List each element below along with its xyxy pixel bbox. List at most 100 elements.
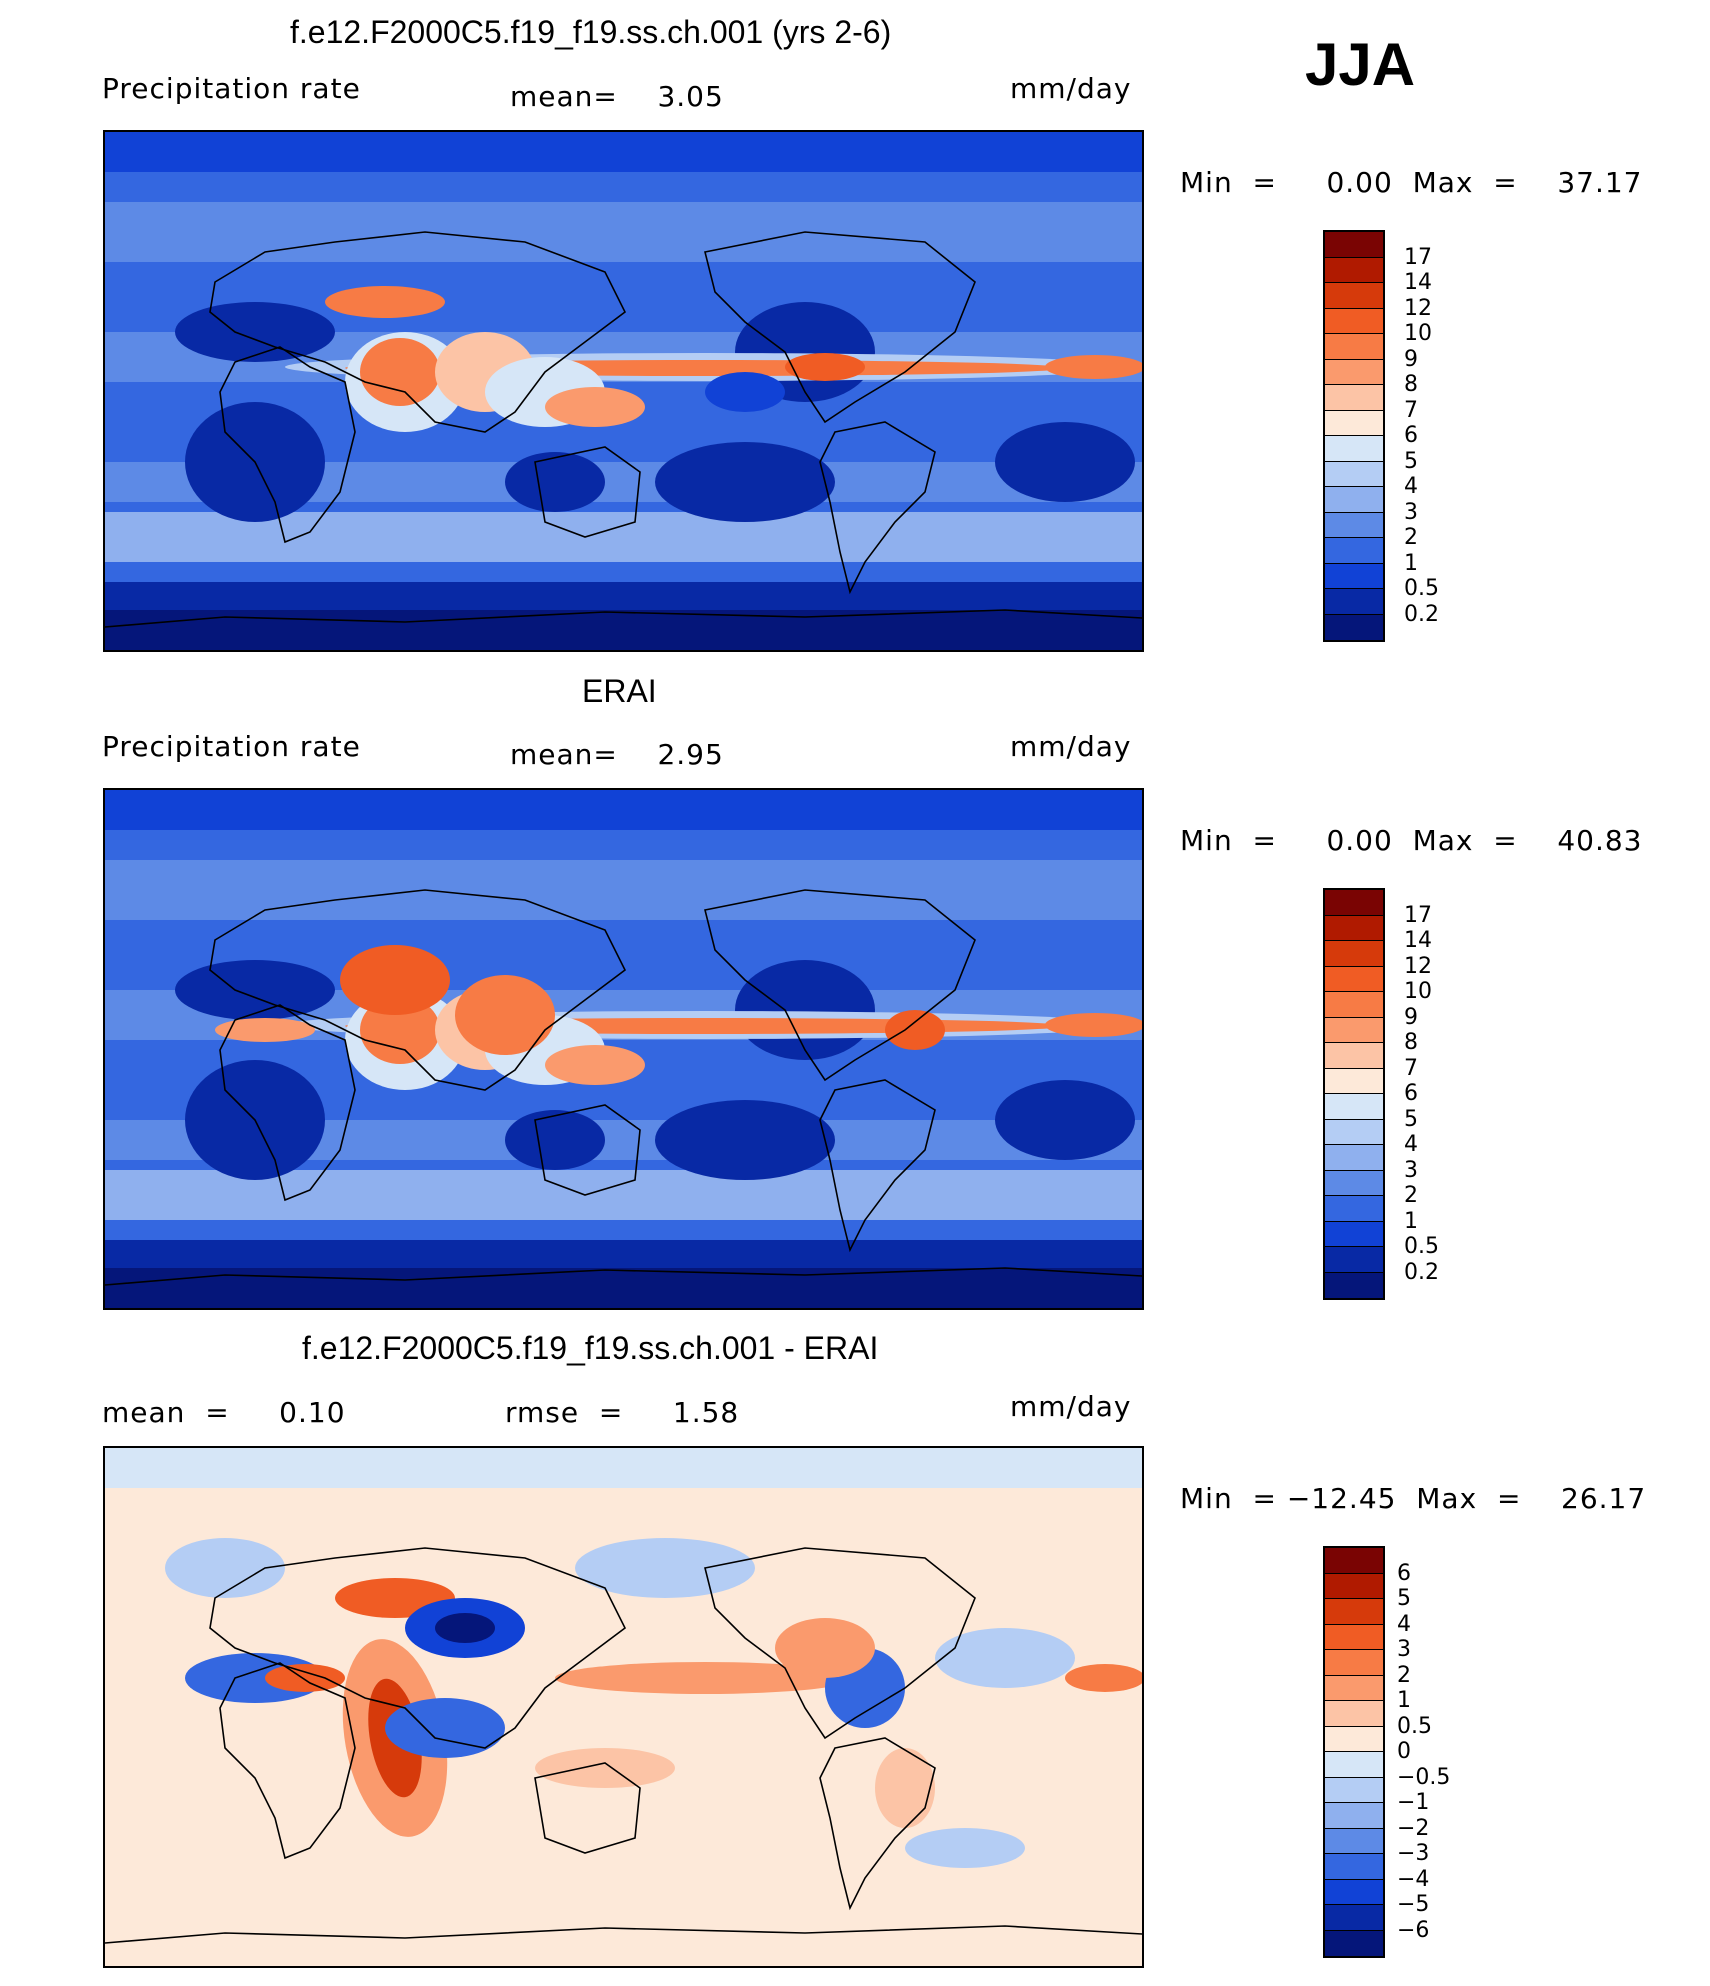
coastline [209,231,627,433]
contour-region [385,1698,505,1758]
colorbar-segment [1325,1599,1383,1625]
panel3-contour-map [105,1448,1142,1966]
colorbar-tick-label: 2 [1397,1662,1411,1688]
contour-band [105,1868,1142,1966]
colorbar-segment [1325,1573,1383,1599]
panel3-units: mm/day [1010,1390,1132,1423]
panel2-colorbar [1323,888,1385,1300]
contour-band [105,860,1142,920]
colorbar-tick-label: 9 [1404,346,1418,372]
coastline [105,1267,1142,1286]
colorbar-segment [1325,1247,1383,1273]
colorbar-segment [1325,385,1383,411]
colorbar-tick-label: −4 [1397,1866,1430,1892]
coastline [219,1662,356,1860]
contour-region [505,452,605,512]
colorbar-tick-label: −2 [1397,1815,1430,1841]
contour-band [105,1448,1142,1488]
coastline [209,889,627,1091]
colorbar-tick-label: 10 [1404,979,1432,1004]
colorbar-tick-label: 6 [1404,423,1418,448]
colorbar-segment [1325,1675,1383,1701]
colorbar-tick-label: 7 [1404,397,1418,423]
coastline [209,1547,627,1749]
contour-region [265,1664,345,1692]
contour-band [105,1268,1142,1308]
colorbar-tick-label: 14 [1404,928,1432,953]
colorbar-tick-label: 6 [1404,1081,1418,1106]
colorbar-tick-label: 7 [1404,1055,1418,1081]
colorbar-tick-label: 5 [1397,1586,1411,1611]
coastline [704,231,976,424]
contour-band [105,790,1142,830]
colorbar-segment [1325,1879,1383,1905]
colorbar-segment [1325,538,1383,564]
contour-region [325,286,445,318]
colorbar-segment [1325,283,1383,309]
colorbar-tick-label: 8 [1404,372,1418,397]
colorbar-tick-label: 3 [1404,1157,1418,1183]
contour-region [995,422,1135,502]
colorbar-segment [1325,1170,1383,1196]
colorbar-segment [1325,1043,1383,1069]
contour-band [105,132,1142,172]
panel2-left-label: Precipitation rate [102,730,361,763]
contour-band [105,512,1142,562]
contour-region [655,1100,835,1180]
colorbar-segment [1325,563,1383,589]
panel2-mean-label: mean= 2.95 [510,738,724,771]
contour-region [575,1538,755,1598]
contour-region [775,1618,875,1678]
colorbar-tick-label: −3 [1397,1841,1430,1866]
colorbar-tick-label: 4 [1404,474,1418,499]
colorbar-segment [1325,461,1383,487]
coastline [819,1737,936,1911]
panel1-units: mm/day [1010,72,1132,105]
season-label: JJA [1305,31,1416,98]
panel3-mean-label: mean = 0.10 [102,1396,346,1429]
colorbar-tick-label: 0.5 [1404,1234,1439,1259]
colorbar-tick-label: 14 [1404,270,1432,295]
colorbar-tick-label: −5 [1397,1892,1430,1917]
panel3-map [103,1446,1144,1968]
coastline [105,1925,1142,1944]
contour-band [105,610,1142,650]
colorbar-segment [1325,257,1383,283]
contour-region [875,1748,935,1828]
colorbar-tick-label: 0.2 [1404,601,1439,627]
colorbar-tick-label: −6 [1397,1917,1430,1943]
contour-region [215,1018,315,1042]
contour-region [555,1662,855,1694]
coastline [219,1004,356,1202]
contour-region [1065,1664,1142,1692]
colorbar-tick-label: 1 [1397,1688,1411,1713]
colorbar-tick-label: 3 [1404,499,1418,525]
colorbar-tick-label: 9 [1404,1004,1418,1030]
colorbar-segment [1325,1094,1383,1120]
colorbar-tick-label: 2 [1404,525,1418,550]
panel2-units: mm/day [1010,730,1132,763]
contour-region [360,338,440,406]
colorbar-tick-label: 4 [1397,1611,1411,1637]
colorbar-segment [1325,1650,1383,1676]
colorbar-segment [1325,1068,1383,1094]
panel1-left-label: Precipitation rate [102,72,361,105]
colorbar-segment [1325,436,1383,462]
contour-band [105,1170,1142,1220]
colorbar-tick-label: 6 [1397,1560,1411,1586]
colorbar-segment [1325,1752,1383,1778]
colorbar-tick-label: 5 [1404,1106,1418,1132]
colorbar-segment [1325,487,1383,513]
colorbar-tick-label: 3 [1397,1637,1411,1662]
contour-region [655,442,835,522]
contour-region [455,975,555,1055]
colorbar-segment [1325,1701,1383,1727]
colorbar-segment [1325,941,1383,967]
colorbar-segment [1325,992,1383,1018]
colorbar-segment [1325,1828,1383,1854]
colorbar-segment [1325,1854,1383,1880]
colorbar-tick-label: 8 [1404,1030,1418,1055]
panel3-minmax: Min = −12.45 Max = 26.17 [1180,1482,1647,1515]
contour-region [735,960,875,1060]
colorbar-segment [1325,915,1383,941]
